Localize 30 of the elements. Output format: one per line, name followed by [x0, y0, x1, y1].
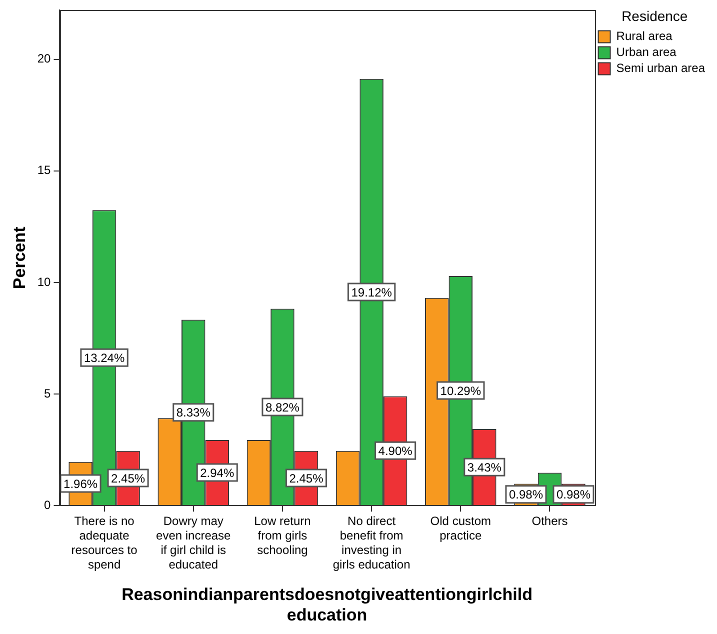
x-tick-label: No direct benefit from investing in girls education	[332, 514, 410, 572]
legend-label: Urban area	[616, 45, 677, 60]
y-axis-title: Percent	[10, 226, 29, 290]
x-tick-label: Others	[532, 514, 568, 528]
data-label: 1.96%	[64, 476, 98, 491]
data-label: 0.98%	[508, 488, 544, 502]
y-tick-label: 0	[44, 498, 52, 512]
data-label: 13.24%	[84, 350, 125, 365]
legend-label: Rural area	[616, 29, 673, 44]
x-tick-label: There is no adequate resources to spend	[71, 514, 138, 572]
legend-title: Residence	[622, 8, 688, 24]
x-tick-label: Dowry may even increase if girl child is educated	[156, 514, 232, 572]
data-label: 19.12%	[351, 285, 392, 300]
data-label: 10.29%	[440, 384, 482, 398]
x-axis-title: Reasonindianparentsdoesnotgiveattentiongirlchild education	[122, 585, 532, 624]
y-tick-label: 10	[37, 274, 52, 289]
data-label: 2.94%	[200, 466, 234, 480]
data-label: 8.33%	[176, 406, 211, 420]
data-label: 2.45%	[111, 471, 146, 486]
legend-label: Semi urban area	[616, 61, 706, 76]
data-label: 8.82%	[265, 400, 300, 414]
data-label: 4.90%	[378, 444, 413, 458]
data-label: 3.43%	[467, 460, 502, 474]
y-tick-label: 20	[37, 52, 52, 66]
x-tick-label: Old custom practice	[430, 514, 491, 543]
y-tick-label: 15	[37, 163, 52, 178]
data-label: 2.45%	[289, 471, 324, 486]
y-tick-label: 5	[44, 386, 52, 400]
data-label: 0.98%	[556, 488, 591, 502]
x-tick-label: Low return from girls schooling	[254, 514, 311, 557]
